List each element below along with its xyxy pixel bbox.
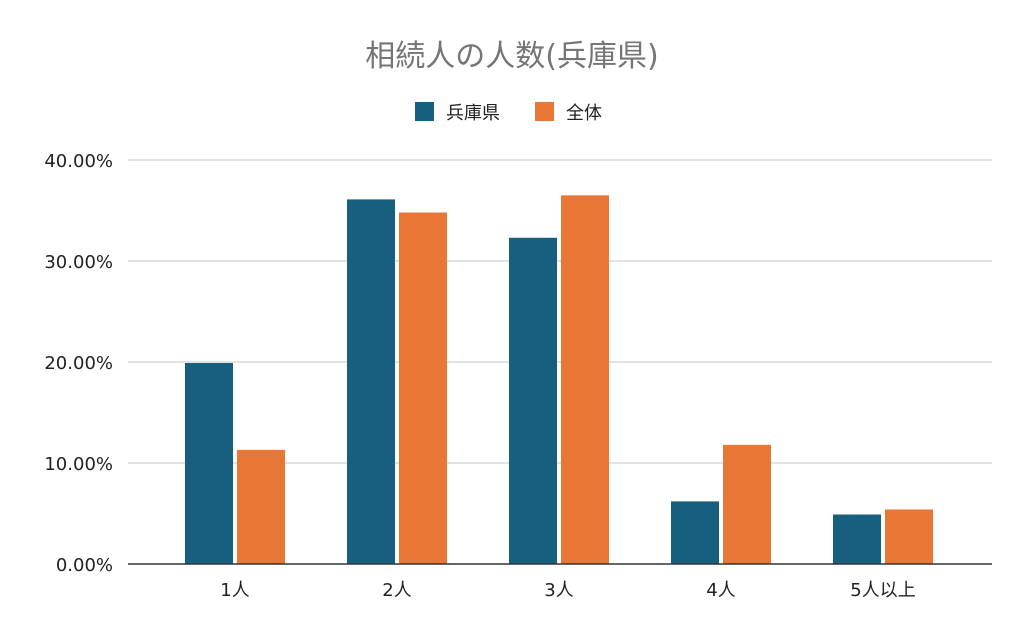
x-tick-label: 1人	[220, 580, 249, 601]
y-axis-tick-labels: 0.00% 10.00% 20.00% 30.00% 40.00%	[44, 151, 113, 576]
legend-label-hyogo: 兵庫県	[446, 103, 500, 124]
bar-all	[885, 509, 933, 564]
chart-title: 相続人の人数(兵庫県)	[365, 39, 658, 74]
bar-hyogo	[185, 363, 233, 564]
x-tick-label: 3人	[544, 580, 573, 601]
bar-all	[237, 449, 285, 564]
bar-hyogo	[347, 199, 395, 564]
legend-swatch-hyogo	[415, 102, 434, 121]
x-tick-label: 5人以上	[850, 580, 915, 601]
y-tick-label: 40.00%	[44, 151, 113, 172]
bar-all	[399, 212, 447, 564]
y-tick-label: 0.00%	[56, 555, 113, 576]
legend-label-all: 全体	[566, 103, 602, 124]
x-tick-label: 2人	[382, 580, 411, 601]
bars	[185, 195, 933, 564]
bar-all	[561, 195, 609, 564]
legend-swatch-all	[535, 102, 554, 121]
bar-hyogo	[833, 514, 881, 564]
grid-lines	[128, 159, 992, 464]
bar-hyogo	[671, 501, 719, 564]
bar-hyogo	[509, 237, 557, 564]
x-tick-label: 4人	[706, 580, 735, 601]
x-axis-tick-labels: 1人 2人 3人 4人 5人以上	[220, 580, 915, 601]
bar-all	[723, 444, 771, 564]
y-tick-label: 10.00%	[44, 454, 113, 475]
y-tick-label: 20.00%	[44, 353, 113, 374]
legend: 兵庫県 全体	[415, 102, 602, 124]
y-tick-label: 30.00%	[44, 252, 113, 273]
